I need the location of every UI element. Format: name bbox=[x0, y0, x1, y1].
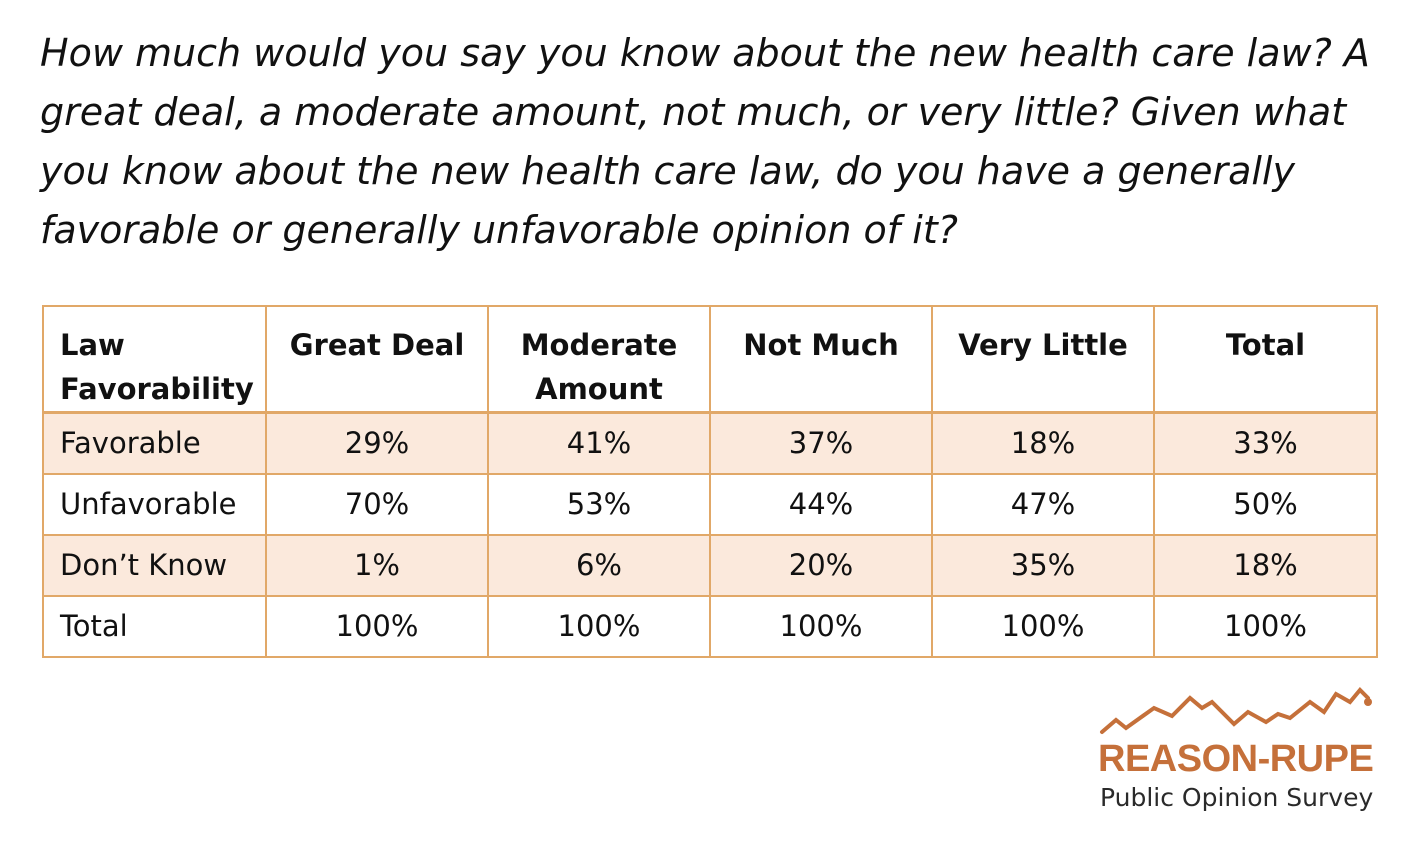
question-text: How much would you say you know about th… bbox=[40, 31, 1370, 252]
column-header: Not Much bbox=[709, 305, 933, 414]
table-cell: 47% bbox=[931, 472, 1155, 536]
table-cell: 33% bbox=[1153, 411, 1378, 475]
table-cell: 37% bbox=[709, 411, 933, 475]
table-cell: 29% bbox=[265, 411, 489, 475]
table-row: Don’t Know 1% 6% 20% 35% 18% bbox=[42, 533, 1378, 597]
table-cell: 100% bbox=[1153, 594, 1378, 658]
table-cell: 44% bbox=[709, 472, 933, 536]
table-cell: 70% bbox=[265, 472, 489, 536]
table-cell: 100% bbox=[487, 594, 711, 658]
table-cell: 100% bbox=[931, 594, 1155, 658]
table-cell: 18% bbox=[1153, 533, 1378, 597]
crosstab-table: Law Favorability Great Deal Moderate Amo… bbox=[42, 305, 1378, 658]
table-row: Favorable 29% 41% 37% 18% 33% bbox=[42, 411, 1378, 475]
table-header-row: Law Favorability Great Deal Moderate Amo… bbox=[42, 305, 1378, 414]
reason-rupe-logo: REASON-RUPE Public Opinion Survey bbox=[1098, 686, 1378, 816]
table-cell: 53% bbox=[487, 472, 711, 536]
row-label: Favorable bbox=[42, 411, 267, 475]
logo-subtitle-text: Public Opinion Survey bbox=[1100, 783, 1374, 812]
column-header: Very Little bbox=[931, 305, 1155, 414]
table-row: Total 100% 100% 100% 100% 100% bbox=[42, 594, 1378, 658]
column-header: Total bbox=[1153, 305, 1378, 414]
mountain-line-icon bbox=[1100, 687, 1372, 734]
row-label: Unfavorable bbox=[42, 472, 267, 536]
column-header: Great Deal bbox=[265, 305, 489, 414]
table-row: Unfavorable 70% 53% 44% 47% 50% bbox=[42, 472, 1378, 536]
row-label: Don’t Know bbox=[42, 533, 267, 597]
table-cell: 41% bbox=[487, 411, 711, 475]
table-cell: 100% bbox=[265, 594, 489, 658]
table-cell: 1% bbox=[265, 533, 489, 597]
table-cell: 6% bbox=[487, 533, 711, 597]
table-cell: 50% bbox=[1153, 472, 1378, 536]
table-cell: 35% bbox=[931, 533, 1155, 597]
table-cell: 18% bbox=[931, 411, 1155, 475]
table-cell: 100% bbox=[709, 594, 933, 658]
row-label: Total bbox=[42, 594, 267, 658]
table-cell: 20% bbox=[709, 533, 933, 597]
logo-brand-text: REASON-RUPE bbox=[1098, 738, 1374, 780]
column-header: Moderate Amount bbox=[487, 305, 711, 414]
row-header-label: Law Favorability bbox=[42, 305, 267, 414]
